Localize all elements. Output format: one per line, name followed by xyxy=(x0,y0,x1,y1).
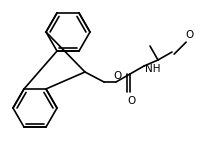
Text: O: O xyxy=(113,71,121,81)
Text: O: O xyxy=(128,96,136,106)
Text: O: O xyxy=(186,30,194,40)
Text: NH: NH xyxy=(145,64,161,74)
